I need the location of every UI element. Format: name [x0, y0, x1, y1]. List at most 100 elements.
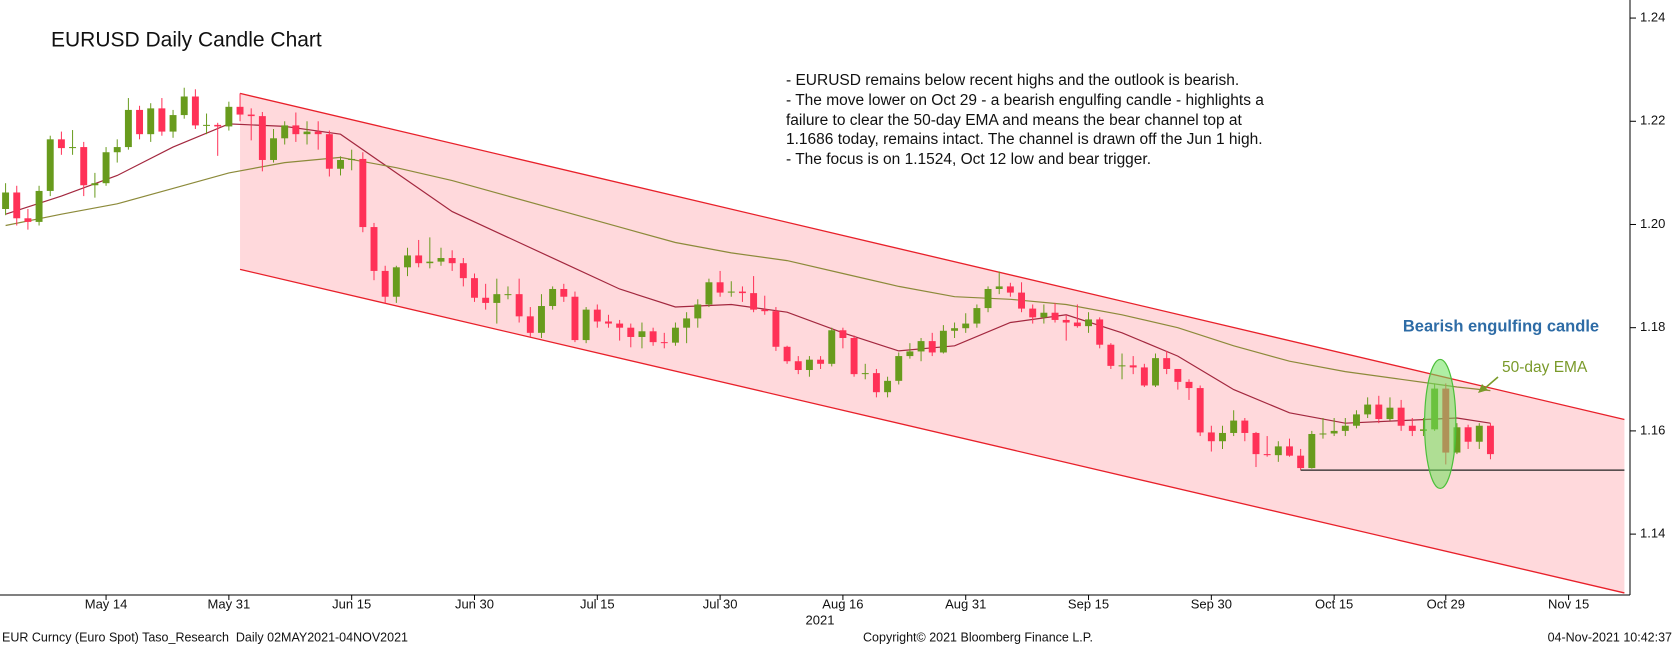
candle-body [124, 109, 132, 148]
candle-body [1051, 312, 1059, 320]
candle-body [1330, 430, 1338, 434]
candle-body [515, 294, 523, 317]
candle-body [593, 309, 601, 322]
candle-body [1308, 433, 1316, 469]
candle-body [1140, 367, 1148, 386]
candle-body [1152, 358, 1159, 386]
candle-body [928, 341, 936, 353]
y-tick-label: 1.20 [1640, 216, 1665, 231]
candle-body [1475, 425, 1483, 442]
commentary-line: - EURUSD remains below recent highs and … [786, 72, 1239, 89]
annotation: Bearish engulfing candle [1403, 317, 1599, 335]
candle-body [493, 294, 501, 303]
candle-body [995, 286, 1003, 289]
candle-body [35, 190, 43, 222]
candle-body [80, 147, 88, 186]
candle-body [671, 327, 679, 343]
candle-body [57, 139, 65, 149]
candle-body [1486, 425, 1494, 455]
candle-body [884, 380, 892, 393]
candle-body [1174, 368, 1182, 382]
candle-body [1118, 365, 1126, 367]
candle-body [1085, 319, 1092, 327]
candle-body [906, 351, 914, 357]
candle-body [404, 255, 411, 268]
footer-center: Copyright© 2021 Bloomberg Finance L.P. [863, 630, 1093, 644]
candle-body [415, 255, 423, 264]
ema-line [5, 123, 1491, 424]
candle-body [370, 227, 378, 271]
x-tick-label: Jun 30 [455, 596, 494, 611]
candle-body [1263, 454, 1271, 456]
x-tick-label: Jul 30 [703, 596, 738, 611]
candle-body [538, 306, 545, 333]
y-tick-label: 1.22 [1640, 113, 1665, 128]
candle-body [437, 258, 445, 262]
x-tick-label: Oct 15 [1315, 596, 1353, 611]
candle-body [1230, 420, 1238, 433]
y-tick-label: 1.18 [1640, 319, 1665, 334]
candle-body [1453, 427, 1461, 453]
candle-body [13, 192, 21, 219]
candle-body [1241, 420, 1249, 433]
candle-body [649, 331, 657, 343]
candle-body [1163, 358, 1171, 369]
candle-body [1029, 308, 1037, 318]
candle-body [895, 356, 903, 381]
candle-body [660, 342, 668, 344]
commentary-line: - The focus is on 1.1524, Oct 12 low and… [786, 151, 1151, 168]
candle-body [1319, 433, 1327, 435]
ema-label: 50-day EMA [1502, 359, 1588, 376]
candle-body [783, 346, 791, 362]
candle-body [1107, 344, 1115, 366]
candle-body [1219, 432, 1226, 442]
candle-body [828, 330, 836, 364]
candle-body [738, 291, 746, 294]
footer-right: 04-Nov-2021 10:42:37 [1548, 630, 1672, 644]
x-tick-label: Aug 16 [822, 596, 863, 611]
candle-body [1185, 381, 1193, 389]
candle-body [292, 125, 300, 135]
x-tick-label: Nov 15 [1548, 596, 1589, 611]
candle-body [337, 159, 344, 169]
candle-body [571, 296, 579, 341]
ema-arrow [1483, 376, 1499, 390]
candle-body [392, 267, 400, 297]
commentary: - EURUSD remains below recent highs and … [786, 72, 1264, 168]
candle-body [348, 158, 356, 160]
candle-body [236, 106, 244, 115]
chart-title: EURUSD Daily Candle Chart [51, 29, 322, 52]
candle-body [716, 282, 724, 293]
candle-body [1341, 425, 1349, 431]
candle-body [582, 309, 590, 341]
candle-body [1252, 432, 1260, 455]
candle-body [1006, 286, 1014, 293]
candle-body [158, 108, 166, 132]
candle-body [1096, 319, 1104, 345]
candle-body [46, 139, 54, 191]
candle-body [973, 308, 981, 324]
candle-body [359, 158, 367, 228]
footer-left: EUR Curncy (Euro Spot) Taso_Research Dai… [2, 630, 408, 644]
candle-body [1364, 404, 1372, 415]
channel-line [239, 268, 1625, 594]
candle-body [325, 134, 333, 169]
candle-body [281, 125, 289, 139]
candle-body [526, 316, 534, 333]
candle-body [180, 96, 188, 116]
candle-body [772, 311, 780, 347]
candle-body [136, 109, 144, 135]
candle-body [638, 331, 646, 337]
x-tick-label: Jul 15 [580, 596, 615, 611]
candle-body [1375, 404, 1383, 420]
candle-body [1286, 446, 1293, 456]
candle-body [627, 327, 635, 337]
candle-body [1274, 446, 1282, 456]
candle-body [917, 341, 925, 352]
candle-body [381, 270, 389, 297]
candle-body [203, 124, 211, 126]
candle-body [1062, 319, 1070, 323]
candle-body [459, 263, 467, 279]
candle-body [471, 278, 478, 298]
